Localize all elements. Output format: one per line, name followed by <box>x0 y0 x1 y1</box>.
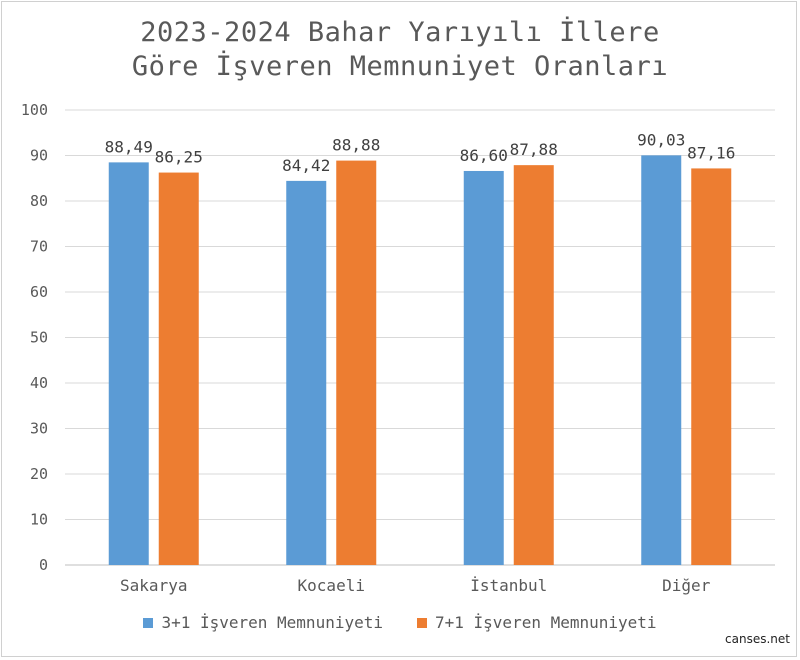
data-label-2-4: 87,16 <box>687 143 735 162</box>
x-tick-label-2: Kocaeli <box>298 576 365 595</box>
bar-2-4 <box>691 168 732 565</box>
data-label-1-1: 88,49 <box>105 137 153 156</box>
y-tick-label-70: 70 <box>30 238 48 256</box>
y-tick-label-60: 60 <box>30 283 48 301</box>
bar-2-1 <box>158 172 199 565</box>
x-tick-label-1: Sakarya <box>120 576 187 595</box>
y-tick-label-100: 100 <box>21 101 48 119</box>
chart-title: 2023-2024 Bahar Yarıyılı İllere Göre İşv… <box>0 16 800 84</box>
bar-1-4 <box>641 155 682 565</box>
bar-2-2 <box>336 160 377 565</box>
legend: 3+1 İşveren Memnuniyeti 7+1 İşveren Memn… <box>0 613 800 632</box>
legend-swatch-series-2 <box>417 617 427 628</box>
bar-2-3 <box>513 165 554 565</box>
y-tick-label-40: 40 <box>30 374 48 392</box>
y-tick-label-50: 50 <box>30 329 48 347</box>
bar-1-2 <box>286 180 327 566</box>
bar-1-3 <box>463 170 504 565</box>
y-tick-label-20: 20 <box>30 465 48 483</box>
y-tick-label-10: 10 <box>30 511 48 529</box>
data-label-2-1: 86,25 <box>155 148 203 167</box>
y-tick-label-90: 90 <box>30 147 48 165</box>
watermark: canses.net <box>725 632 790 646</box>
legend-swatch-series-1 <box>143 617 154 628</box>
y-tick-label-30: 30 <box>30 420 48 438</box>
data-label-1-3: 86,60 <box>460 146 508 165</box>
data-label-1-4: 90,03 <box>637 130 685 149</box>
chart-title-line-1: 2023-2024 Bahar Yarıyılı İllere <box>140 17 660 48</box>
chart-title-line-2: Göre İşveren Memnuniyet Oranları <box>131 51 669 82</box>
bar-1-1 <box>108 162 149 566</box>
y-tick-label-80: 80 <box>30 192 48 210</box>
y-tick-label-0: 0 <box>39 556 48 574</box>
legend-item-series-1: 3+1 İşveren Memnuniyeti <box>143 613 383 632</box>
data-label-2-2: 88,88 <box>332 136 380 155</box>
legend-label-series-1: 3+1 İşveren Memnuniyeti <box>161 613 383 632</box>
x-tick-label-4: Diğer <box>662 576 711 595</box>
legend-item-series-2: 7+1 İşveren Memnuniyeti <box>417 613 657 632</box>
legend-label-series-2: 7+1 İşveren Memnuniyeti <box>435 613 657 632</box>
data-label-2-3: 87,88 <box>510 140 558 159</box>
x-tick-label-3: İstanbul <box>470 576 547 595</box>
data-label-1-2: 84,42 <box>282 156 330 175</box>
